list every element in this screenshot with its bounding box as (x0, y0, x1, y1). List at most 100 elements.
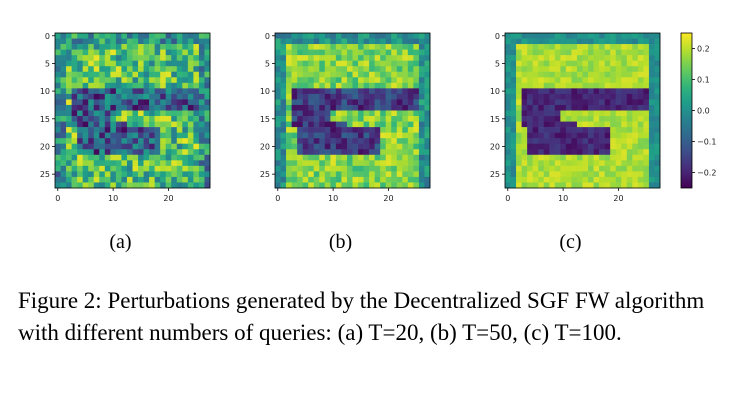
heatmap-cell (176, 176, 183, 183)
heatmap-cell (149, 127, 155, 133)
heatmap-cell (93, 82, 100, 89)
heatmap-cell (380, 182, 387, 189)
heatmap-cell (110, 132, 117, 139)
heatmap-cell (576, 160, 583, 167)
heatmap-cell (621, 55, 628, 61)
heatmap-cell (149, 93, 155, 100)
heatmap-cell (648, 182, 655, 189)
heatmap-cell (538, 82, 545, 89)
heatmap-cell (543, 88, 550, 95)
heatmap-cell (654, 33, 661, 39)
heatmap-cell (104, 104, 111, 111)
heatmap-cell (126, 38, 133, 45)
heatmap-cell (275, 60, 281, 67)
heatmap-cell (110, 82, 117, 89)
heatmap-cell (632, 165, 639, 172)
heatmap-cell (308, 44, 315, 50)
heatmap-cell (324, 66, 331, 73)
heatmap-cell (104, 99, 111, 106)
heatmap-cell (126, 143, 133, 150)
heatmap-cell (626, 60, 633, 67)
heatmap-cell (610, 38, 617, 45)
heatmap-cell (171, 82, 178, 89)
heatmap-cell (358, 160, 364, 167)
heatmap-cell (171, 160, 178, 167)
heatmap-cell (560, 110, 567, 117)
heatmap-cell (505, 138, 511, 145)
heatmap-cell (132, 49, 139, 56)
heatmap-cell (204, 154, 211, 161)
heatmap-cell (138, 33, 144, 39)
heatmap-cell (363, 60, 370, 67)
heatmap-cell (643, 77, 650, 84)
heatmap-cell (60, 160, 67, 167)
heatmap-cell (198, 104, 205, 111)
heatmap-cell (576, 176, 583, 183)
heatmap-cell (110, 127, 117, 133)
heatmap-cell (286, 149, 292, 156)
heatmap-cell (171, 55, 178, 61)
y-tick-label: 0 (45, 32, 50, 41)
heatmap-cell (543, 149, 550, 156)
heatmap-cell (396, 55, 403, 61)
heatmap-cell (626, 116, 633, 122)
heatmap-cell (341, 171, 348, 178)
heatmap-cell (380, 88, 387, 95)
heatmap-cell (176, 44, 183, 50)
heatmap-cell (193, 77, 200, 84)
heatmap-cell (560, 138, 567, 145)
heatmap-cell (510, 110, 517, 117)
heatmap-cell (358, 82, 364, 89)
heatmap-cell (143, 165, 150, 172)
heatmap-cell (582, 132, 589, 139)
heatmap-cell (149, 143, 155, 150)
heatmap-cell (104, 38, 111, 45)
heatmap-cell (335, 121, 342, 128)
heatmap-cell (82, 149, 89, 156)
heatmap-cell (402, 99, 409, 106)
heatmap-cell (391, 38, 398, 45)
heatmap-cell (110, 116, 117, 122)
heatmap-cell (654, 71, 661, 78)
heatmap-cell (280, 82, 287, 89)
heatmap-cell (571, 88, 578, 95)
heatmap-cell (637, 71, 644, 78)
heatmap-cell (132, 55, 139, 61)
heatmap-cell (604, 132, 611, 139)
heatmap-cell (385, 49, 392, 56)
heatmap-cell (374, 176, 381, 183)
heatmap-cell (341, 121, 348, 128)
heatmap-cell (149, 165, 155, 172)
heatmap-cell (313, 160, 320, 167)
heatmap-cell (505, 171, 511, 178)
heatmap-cell (391, 132, 398, 139)
heatmap-cell (610, 104, 617, 111)
heatmap-cell (132, 160, 139, 167)
heatmap-cell (132, 44, 139, 50)
heatmap-cell (407, 55, 414, 61)
heatmap-cell (621, 149, 628, 156)
heatmap-cell (121, 99, 128, 106)
heatmap-cell (275, 116, 281, 122)
heatmap-cell (527, 49, 533, 56)
heatmap-cell (291, 149, 298, 156)
heatmap-cell (385, 104, 392, 111)
heatmap-cell (319, 44, 326, 50)
heatmap-cell (604, 127, 611, 133)
heatmap-cell (374, 49, 381, 56)
heatmap-cell (324, 132, 331, 139)
heatmap-cell (176, 38, 183, 45)
heatmap-cell (275, 55, 281, 61)
heatmap-cell (593, 82, 600, 89)
heatmap-cell (104, 176, 111, 183)
heatmap-cell (632, 182, 639, 189)
heatmap-cell (374, 121, 381, 128)
heatmap-cell (413, 138, 420, 145)
heatmap-cell (302, 165, 309, 172)
heatmap-cell (593, 99, 600, 106)
heatmap-cell (396, 66, 403, 73)
heatmap-cell (204, 149, 211, 156)
heatmap-cell (313, 138, 320, 145)
heatmap-cell (324, 138, 331, 145)
heatmap-cell (330, 44, 337, 50)
